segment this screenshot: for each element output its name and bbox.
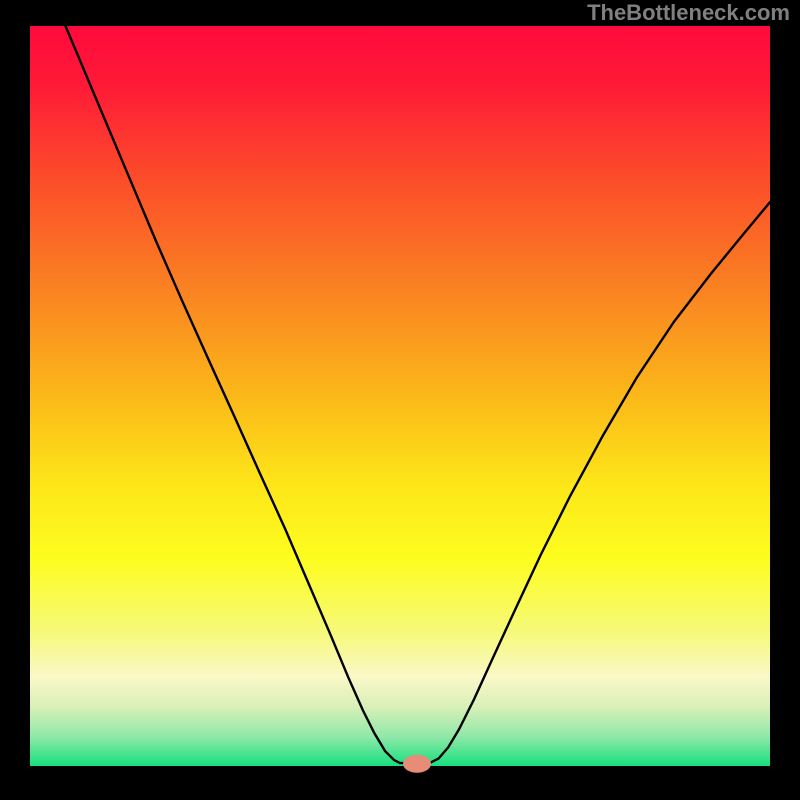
chart-container: TheBottleneck.com: [0, 0, 800, 800]
optimal-marker: [403, 755, 431, 773]
bottleneck-chart: [0, 0, 800, 800]
watermark-text: TheBottleneck.com: [587, 0, 790, 26]
plot-background: [30, 26, 770, 766]
